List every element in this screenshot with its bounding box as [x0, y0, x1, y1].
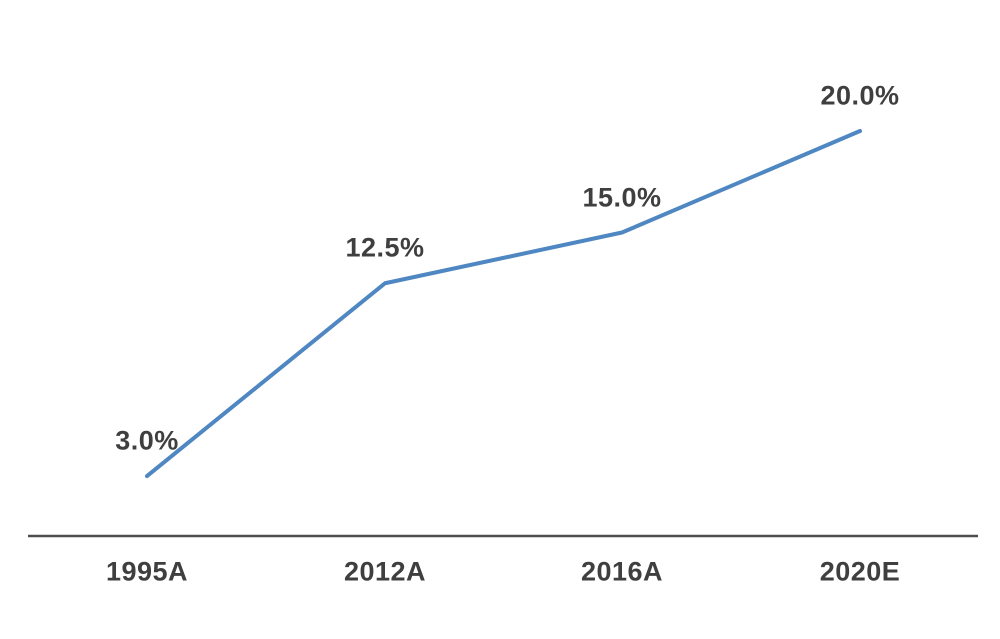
data-point-label: 15.0% — [582, 182, 662, 212]
data-point-label: 20.0% — [820, 80, 900, 111]
x-axis-tick-label: 2012A — [343, 556, 427, 587]
series-line — [145, 129, 862, 479]
x-axis-tick-label: 1995A — [105, 556, 189, 587]
data-point-label: 12.5% — [345, 232, 425, 263]
data-point-label: 3.0% — [115, 425, 179, 456]
x-axis-tick-label: 2016A — [580, 556, 664, 587]
x-axis-tick-label: 2020E — [819, 556, 901, 587]
